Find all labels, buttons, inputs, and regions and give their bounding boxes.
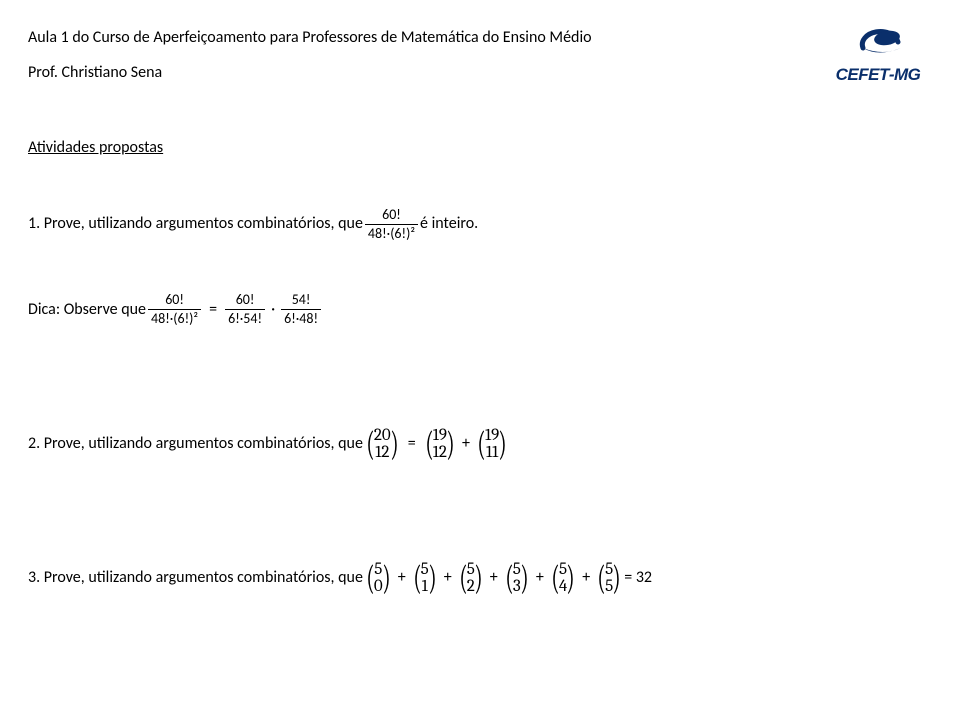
- q3-lead: 3. Prove, utilizando argumentos combinat…: [28, 567, 363, 589]
- hint-f3-num: 54!: [289, 292, 314, 309]
- q1-lead: 1. Prove, utilizando argumentos combinat…: [28, 213, 363, 235]
- hint-lead: Dica: Observe que: [28, 300, 146, 319]
- paren-left: (: [425, 427, 433, 461]
- q3-terms: (50)+(51)+(52)+(53)+(54)+(55): [363, 561, 624, 595]
- q3-binom-4: (54): [549, 561, 577, 595]
- paren-left: (: [413, 561, 421, 595]
- hint-f2-num: 60!: [233, 292, 258, 309]
- q3-tail: = 32: [624, 567, 652, 589]
- binom-stack: 20 12: [374, 427, 391, 461]
- q2-binom-1: ( 20 12 ): [364, 427, 401, 461]
- binom-bot: 12: [433, 444, 447, 461]
- q2-lead: 2. Prove, utilizando argumentos combinat…: [28, 433, 363, 455]
- hint-f1-den: 48!·(6!)²: [148, 309, 201, 327]
- paren-left: (: [366, 561, 374, 595]
- q2-plus: +: [462, 433, 470, 455]
- cefet-logo: CEFET-MG: [823, 24, 933, 85]
- binom-top: 19: [433, 427, 447, 444]
- binom-top: 19: [485, 427, 499, 444]
- logo-suffix: -MG: [889, 65, 921, 84]
- paren-right: ): [520, 561, 528, 595]
- q3-plus: +: [582, 568, 590, 587]
- q3-binom-2: (52): [457, 561, 485, 595]
- paren-right: ): [382, 561, 390, 595]
- hint-f3-den: 6!·48!: [281, 309, 321, 327]
- hint-frac-1: 60! 48!·(6!)²: [148, 292, 201, 327]
- q1-fraction: 60! 48!·(6!)²: [365, 207, 418, 242]
- q2-binom-2: ( 19 12 ): [423, 427, 457, 461]
- q2-eq: =: [408, 433, 416, 455]
- hint-f2-den: 6!·54!: [225, 309, 265, 327]
- paren-right: ): [390, 427, 398, 461]
- paren-left: (: [366, 427, 374, 461]
- q3-plus: +: [490, 568, 498, 587]
- paren-right: ): [499, 427, 507, 461]
- binom-top: 5: [374, 561, 382, 578]
- q1-frac-den: 48!·(6!)²: [365, 224, 418, 242]
- q3-plus: +: [398, 568, 406, 587]
- hint: Dica: Observe que 60! 48!·(6!)² = 60! 6!…: [28, 292, 933, 327]
- paren-right: ): [474, 561, 482, 595]
- header: Aula 1 do Curso de Aperfeiçoamento para …: [28, 24, 933, 126]
- hint-eq: =: [209, 300, 217, 319]
- paren-left: (: [597, 561, 605, 595]
- q2-binom-3: ( 19 11 ): [475, 427, 509, 461]
- cefet-logo-icon: [843, 24, 913, 62]
- paren-right: ): [613, 561, 621, 595]
- q3-binom-0: (50): [364, 561, 393, 595]
- cefet-logo-text: CEFET-MG: [823, 65, 933, 85]
- logo-main: CEFET: [836, 65, 889, 84]
- binom-bot: 11: [486, 444, 498, 461]
- hint-frac-3: 54! 6!·48!: [281, 292, 321, 327]
- paren-left: (: [551, 561, 559, 595]
- header-text: Aula 1 do Curso de Aperfeiçoamento para …: [28, 24, 823, 126]
- hint-dot: ·: [271, 300, 275, 319]
- q3-binom-3: (53): [503, 561, 531, 595]
- paren-right: ): [446, 427, 454, 461]
- q3-plus: +: [536, 568, 544, 587]
- professor-name: Prof. Christiano Sena: [28, 63, 813, 82]
- q3-binom-1: (51): [411, 561, 439, 595]
- hint-f1-num: 60!: [162, 292, 187, 309]
- hint-frac-2: 60! 6!·54!: [225, 292, 265, 327]
- q3-plus: +: [444, 568, 452, 587]
- paren-left: (: [477, 427, 485, 461]
- binom-stack: 19 12: [433, 427, 447, 461]
- binom-stack: 19 11: [485, 427, 499, 461]
- paren-right: ): [566, 561, 574, 595]
- question-3: 3. Prove, utilizando argumentos combinat…: [28, 561, 933, 595]
- question-1: 1. Prove, utilizando argumentos combinat…: [28, 207, 933, 242]
- binom-bot: 12: [375, 444, 389, 461]
- paren-left: (: [459, 561, 467, 595]
- q1-frac-num: 60!: [379, 207, 404, 224]
- q1-tail: é inteiro.: [420, 213, 478, 235]
- course-title: Aula 1 do Curso de Aperfeiçoamento para …: [28, 28, 813, 47]
- section-title: Atividades propostas: [28, 138, 933, 157]
- paren-right: ): [428, 561, 436, 595]
- paren-left: (: [505, 561, 513, 595]
- binom-bot: 1: [422, 578, 428, 595]
- question-2: 2. Prove, utilizando argumentos combinat…: [28, 427, 933, 461]
- q3-binom-5: (55): [595, 561, 623, 595]
- binom-top: 20: [374, 427, 391, 444]
